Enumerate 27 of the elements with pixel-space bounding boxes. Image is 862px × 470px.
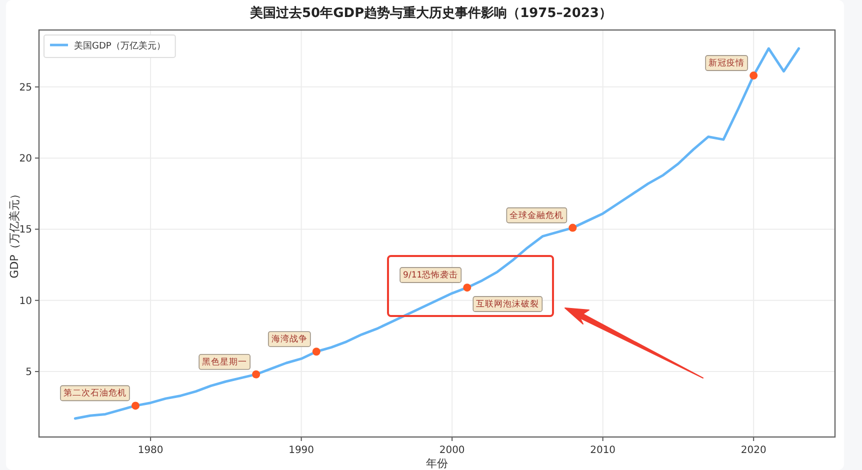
annotation: 互联网泡沫破裂 xyxy=(476,298,540,310)
annotation: 海湾战争 xyxy=(271,334,308,345)
x-tick-label: 2000 xyxy=(439,445,465,456)
point xyxy=(252,370,260,378)
point xyxy=(463,284,472,292)
annotation: 全球金融危机 xyxy=(510,210,564,221)
point xyxy=(131,402,140,410)
x-axis-title: 年份 xyxy=(426,457,448,470)
point xyxy=(750,72,758,80)
x-tick-label: 2010 xyxy=(590,445,616,456)
y-tick-label: 15 xyxy=(19,224,32,236)
y-tick-label: 10 xyxy=(19,296,32,307)
annotation: 新冠疫情 xyxy=(708,58,745,69)
x-tick-label: 2020 xyxy=(740,445,766,456)
x-tick-label: 1980 xyxy=(138,445,164,456)
y-axis-title: GDP（万亿美元） xyxy=(8,188,21,278)
legend-label: 美国GDP（万亿美元） xyxy=(74,40,166,52)
y-tick-label: 25 xyxy=(19,82,32,94)
point xyxy=(312,348,320,356)
chart-title: 美国过去50年GDP趋势与重大历史事件影响（1975–2023） xyxy=(249,5,612,21)
x-tick-label: 1990 xyxy=(288,445,314,456)
annotation: 9/11恐怖袭击 xyxy=(403,270,458,281)
y-tick-label: 20 xyxy=(19,154,32,165)
annotation: 第二次石油危机 xyxy=(63,388,126,399)
point xyxy=(568,224,577,232)
y-tick-label: 5 xyxy=(26,367,32,378)
annotation: 黑色星期一 xyxy=(202,356,248,368)
